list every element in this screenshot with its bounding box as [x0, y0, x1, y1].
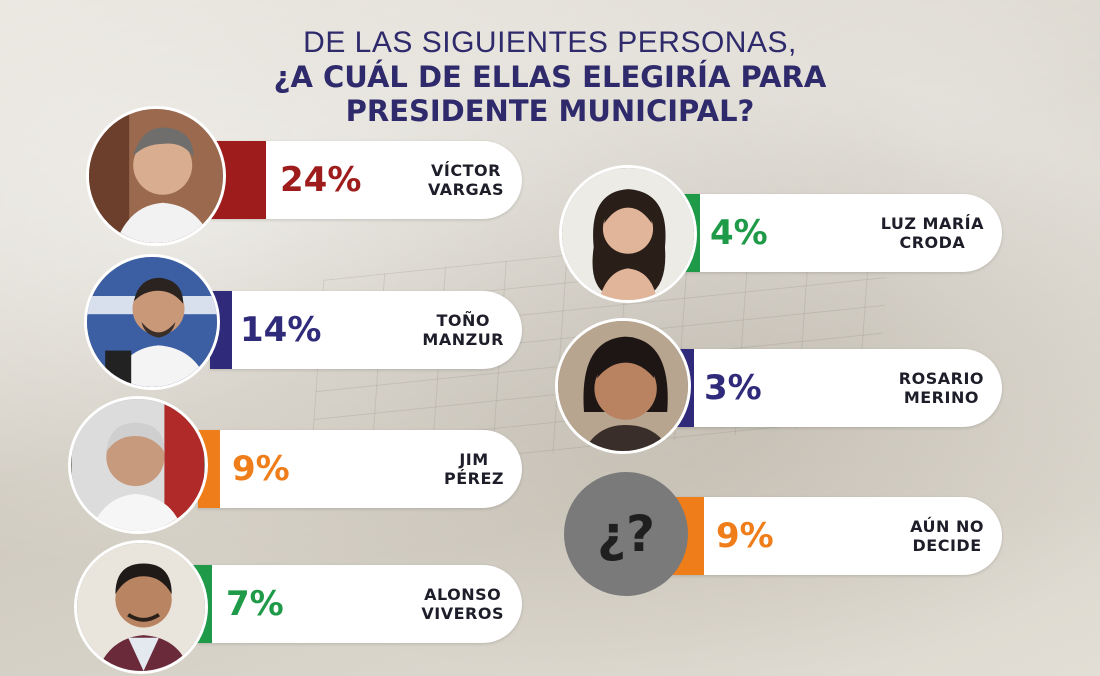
candidate-name: AÚN NO DECIDE — [910, 517, 984, 555]
person-photo-icon — [72, 399, 204, 531]
title-line-1: DE LAS SIGUIENTES PERSONAS, — [303, 26, 797, 59]
percent-label: 24% — [280, 160, 362, 200]
person-photo-icon — [89, 109, 223, 243]
avatar-alonso-viveros — [74, 540, 208, 674]
percent-label: 7% — [226, 584, 284, 624]
avatar-victor-vargas — [86, 106, 226, 246]
percent-label: 3% — [704, 368, 762, 408]
candidate-name: TOÑO MANZUR — [422, 311, 504, 349]
candidate-card-alonso-viveros: 7% ALONSO VIVEROS — [192, 565, 522, 643]
avatar-tono-manzur — [84, 254, 220, 390]
percent-label: 14% — [240, 310, 322, 350]
candidate-card-victor-vargas: 24% VÍCTOR VARGAS — [200, 141, 522, 219]
undecided-question-icon: ¿? — [564, 472, 688, 596]
person-photo-icon — [562, 168, 694, 300]
candidate-card-aun-no-decide: 9% AÚN NO DECIDE — [672, 497, 1002, 575]
candidate-name: VÍCTOR VARGAS — [427, 161, 504, 199]
candidate-card-tono-manzur: 14% TOÑO MANZUR — [210, 291, 522, 369]
avatar-rosario-merino — [555, 318, 691, 454]
candidate-name: JIM PÉREZ — [443, 450, 504, 488]
candidate-card-jim-perez: 9% JIM PÉREZ — [198, 430, 522, 508]
candidate-name: LUZ MARÍA CRODA — [880, 214, 984, 252]
percent-label: 9% — [716, 516, 774, 556]
title-line-2: ¿A CUÁL DE ELLAS ELEGIRÍA PARA — [273, 60, 827, 94]
candidate-name: ALONSO VIVEROS — [421, 585, 504, 623]
avatar-luz-maria-croda — [559, 165, 697, 303]
person-photo-icon — [77, 543, 205, 671]
title-line-3: PRESIDENTE MUNICIPAL? — [345, 94, 755, 128]
percent-label: 9% — [232, 449, 290, 489]
person-photo-icon — [87, 257, 217, 387]
candidate-card-luz-maria-croda: 4% LUZ MARÍA CRODA — [682, 194, 1002, 272]
person-photo-icon — [558, 321, 688, 451]
page-title: DE LAS SIGUIENTES PERSONAS, ¿A CUÁL DE E… — [0, 26, 1100, 128]
percent-label: 4% — [710, 213, 768, 253]
avatar-jim-perez — [68, 396, 208, 534]
candidate-name: ROSARIO MERINO — [898, 369, 984, 407]
candidate-card-rosario-merino: 3% ROSARIO MERINO — [676, 349, 1002, 427]
